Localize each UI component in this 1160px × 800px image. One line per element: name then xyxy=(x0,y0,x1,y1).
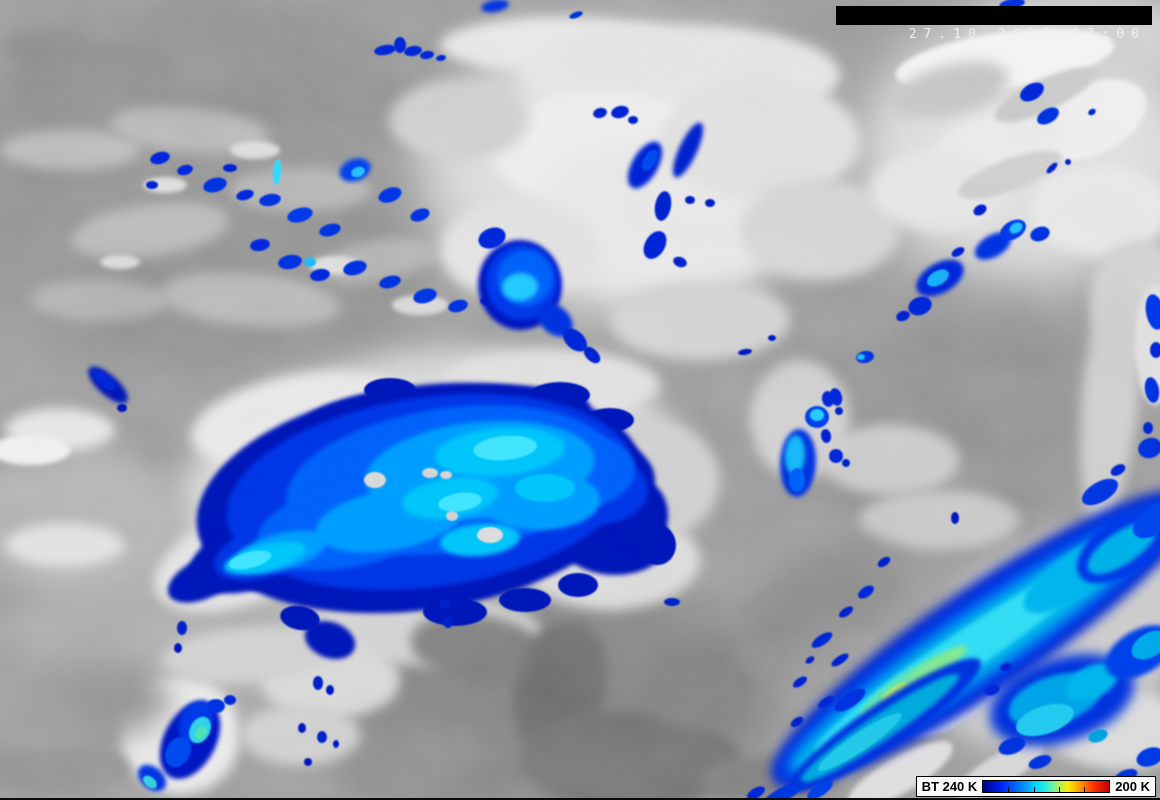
colorbar-tick xyxy=(1008,787,1010,792)
timestamp-text: 27.10.2025 07:00 xyxy=(908,27,1146,42)
colorbar-min-label: BT 240 K xyxy=(921,779,978,794)
colorbar-tick xyxy=(1033,787,1035,792)
colorbar-max-label: 200 K xyxy=(1115,779,1150,794)
colorbar-tick xyxy=(1084,787,1086,792)
colorbar-tick xyxy=(1058,787,1060,792)
timestamp-overlay: 27.10.2025 07:00 xyxy=(836,6,1152,42)
colorbar-gradient xyxy=(982,780,1111,793)
colorbar-legend: BT 240 K 200 K xyxy=(915,776,1156,797)
bottom-border-line xyxy=(0,798,1160,800)
